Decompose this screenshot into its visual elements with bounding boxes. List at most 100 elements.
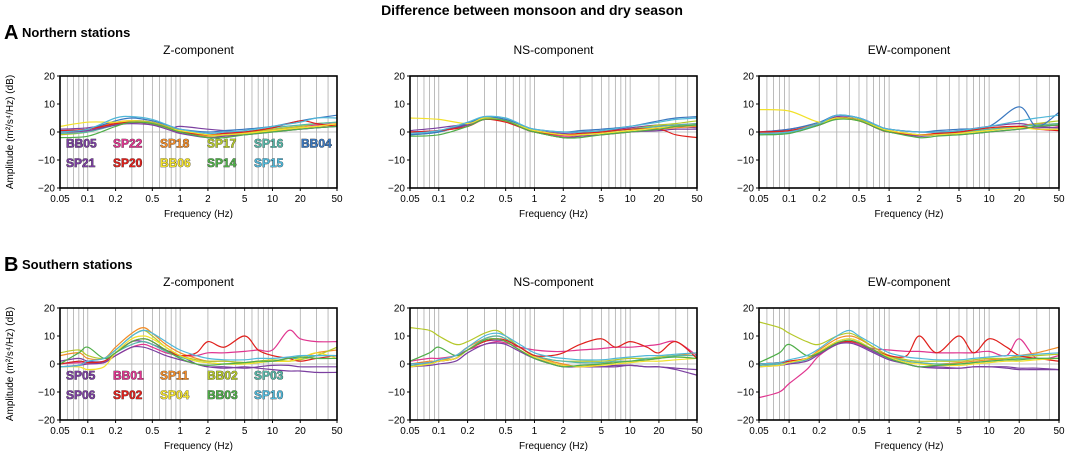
x-tick-label: 1: [532, 426, 538, 437]
x-tick-label: 0.05: [50, 426, 70, 437]
legend-entry-sp11: SP11: [160, 368, 189, 382]
x-tick-label: 5: [599, 194, 605, 205]
x-tick-label: 0.1: [782, 194, 796, 205]
panel-b-z-ylabel: Amplitude (m²/s⁴/Hz) (dB): [5, 307, 16, 421]
panel-b-ew-chart: EW-component 20 10 0 −10 −200.05 0.1 0.2 0.5 1 2 5 1…: [737, 275, 1065, 452]
figure-title: Difference between monsoon and dry seaso…: [381, 2, 683, 18]
panel-b-z-chart: Z-component 20 10 0 −10 −200.05 0.1 0.2 0.5 1 2 5 10…: [5, 275, 343, 452]
x-tick-label: 0.05: [400, 194, 420, 205]
legend-entry-bb04: BB04: [301, 136, 332, 150]
legend-entry-sp18: SP18: [160, 136, 190, 150]
x-tick-label: 0.1: [782, 426, 796, 437]
y-tick-label: 0: [748, 128, 754, 139]
x-tick-label: 10: [625, 194, 637, 205]
legend-entry-sp20: SP20: [113, 156, 143, 170]
series-line-sp15: [60, 115, 337, 135]
series-line-sp10: [60, 329, 337, 368]
legend-entry-bb06: BB06: [160, 156, 191, 170]
series-line-sp04: [60, 335, 337, 371]
series-line-sp14: [410, 118, 697, 139]
x-tick-label: 10: [267, 426, 279, 437]
x-tick-label: 0.5: [145, 194, 159, 205]
y-tick-label: 0: [748, 360, 754, 371]
series-line-sp04: [759, 338, 1059, 368]
panel-a-ew-xlabel: Frequency (Hz): [875, 209, 944, 220]
panel-b-z-title: Z-component: [163, 275, 234, 289]
panel-b-label: B: [4, 254, 18, 276]
series-line-sp04: [410, 338, 697, 368]
x-tick-label: 10: [984, 426, 996, 437]
x-tick-label: 20: [295, 194, 307, 205]
y-tick-label: 0: [399, 128, 405, 139]
x-tick-label: 10: [267, 194, 279, 205]
x-tick-label: 1: [177, 426, 183, 437]
y-tick-label: −10: [737, 388, 754, 399]
panel-a-ew-title: EW-component: [868, 43, 951, 57]
series-line-sp10: [759, 329, 1059, 365]
x-tick-label: 2: [560, 194, 566, 205]
legend-entry-sp03: SP03: [254, 368, 284, 382]
legend-entry-sp05: SP05: [66, 368, 96, 382]
x-tick-label: 50: [691, 426, 703, 437]
x-tick-label: 0.05: [749, 194, 769, 205]
y-tick-label: 20: [743, 72, 755, 83]
panel-b-z-xlabel: Frequency (Hz): [164, 441, 233, 452]
x-tick-label: 50: [1053, 194, 1065, 205]
y-tick-label: 20: [44, 72, 56, 83]
y-tick-label: −10: [388, 388, 405, 399]
y-tick-label: −20: [737, 184, 754, 195]
x-tick-label: 0.1: [81, 194, 95, 205]
y-tick-label: 10: [44, 100, 56, 111]
y-tick-label: −20: [38, 416, 55, 427]
y-tick-label: 0: [399, 360, 405, 371]
panel-a-ew-series: [759, 106, 1059, 139]
legend-entry-bb03: BB03: [207, 388, 238, 402]
panel-b-ew-xlabel: Frequency (Hz): [875, 441, 944, 452]
y-tick-label: 20: [394, 304, 406, 315]
series-line-sp14: [759, 118, 1059, 139]
x-tick-label: 0.2: [461, 194, 475, 205]
x-tick-label: 20: [653, 426, 665, 437]
series-line-bb03: [759, 339, 1059, 368]
series-line-bb02: [759, 321, 1059, 362]
y-tick-label: −10: [38, 388, 55, 399]
panel-a-z-title: Z-component: [163, 43, 234, 57]
y-tick-label: 10: [743, 100, 755, 111]
x-tick-label: 20: [295, 426, 307, 437]
y-tick-label: 0: [49, 360, 55, 371]
panel-b-ew-series: [759, 321, 1059, 399]
y-tick-label: −20: [38, 184, 55, 195]
x-tick-label: 0.05: [50, 194, 70, 205]
x-tick-label: 5: [956, 194, 962, 205]
series-line-sp06: [410, 342, 697, 371]
x-tick-label: 10: [625, 426, 637, 437]
x-tick-label: 10: [984, 194, 996, 205]
x-tick-label: 20: [1014, 426, 1026, 437]
series-line-sp15: [759, 114, 1059, 134]
x-tick-label: 2: [916, 194, 922, 205]
x-tick-label: 2: [205, 426, 211, 437]
panel-a-ew-chart: EW-component 20 10 0 −10 −200.05 0.1 0.2 0.5 1 2 5 1…: [737, 43, 1065, 220]
legend-entry-bb05: BB05: [66, 136, 97, 150]
panel-a-ns-chart: NS-component 20 10 0 −10 −200.05 0.1 0.2 0.5 1 2 5 1…: [388, 43, 703, 220]
y-tick-label: 20: [44, 304, 56, 315]
panel-a-ns-xlabel: Frequency (Hz): [519, 209, 588, 220]
panel-a-z-series: [60, 114, 337, 139]
series-line-bb06: [410, 117, 697, 136]
x-tick-label: 2: [205, 194, 211, 205]
x-tick-label: 0.1: [81, 426, 95, 437]
panel-b-z-legend: SP05 BB01 SP11 BB02 SP03 SP06 SP02 SP04 BB03 SP10: [66, 368, 284, 402]
panel-a-ns-title: NS-component: [513, 43, 594, 57]
x-tick-label: 1: [177, 194, 183, 205]
x-tick-label: 20: [1014, 194, 1026, 205]
x-tick-label: 50: [691, 194, 703, 205]
panel-a-z-xlabel: Frequency (Hz): [164, 209, 233, 220]
panel-b-z-series: [60, 327, 337, 374]
x-tick-label: 5: [599, 426, 605, 437]
legend-entry-sp22: SP22: [113, 136, 143, 150]
x-tick-label: 0.2: [812, 194, 826, 205]
x-tick-label: 5: [242, 426, 248, 437]
x-tick-label: 0.5: [852, 194, 866, 205]
legend-entry-sp16: SP16: [254, 136, 284, 150]
